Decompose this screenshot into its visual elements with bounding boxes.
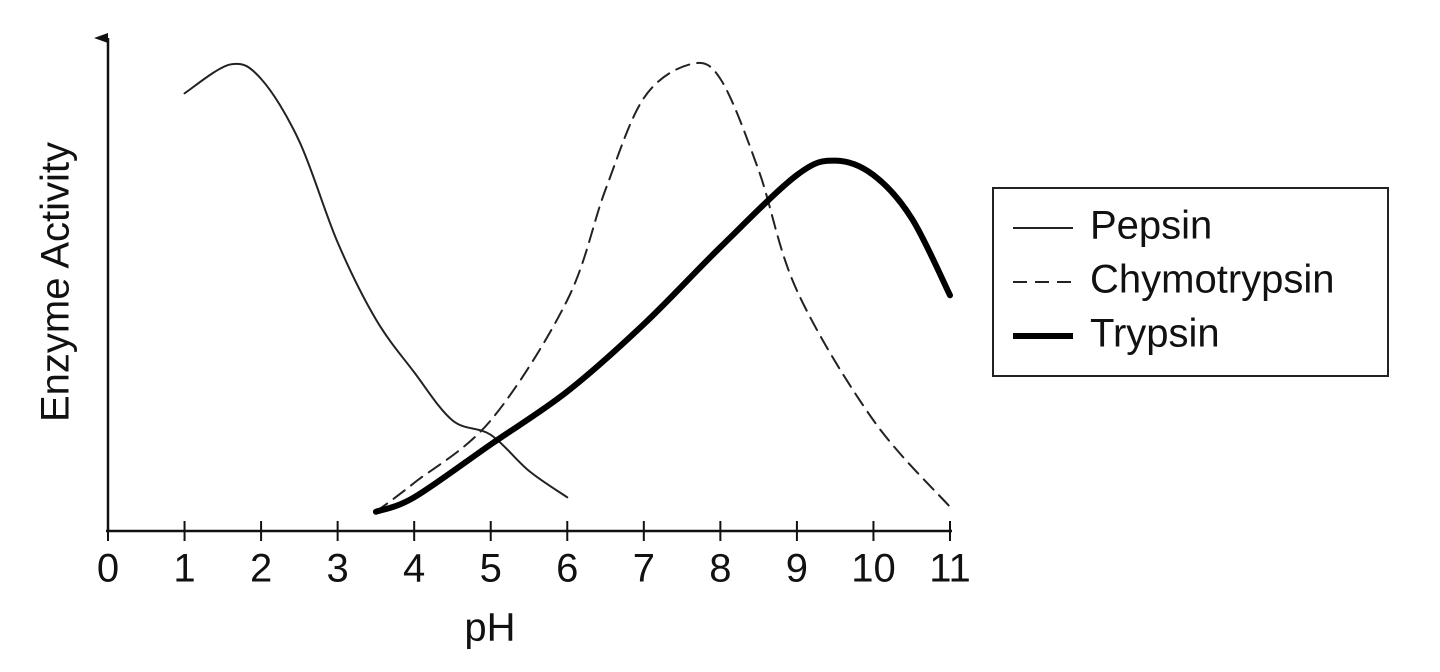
y-axis-label: Enzyme Activity [34, 142, 78, 422]
x-tick-label: 10 [851, 547, 896, 591]
x-tick-label: 6 [556, 547, 578, 591]
x-axis-label: pH [464, 606, 515, 650]
series-line [372, 157, 953, 515]
legend-label: Trypsin [1090, 312, 1220, 356]
x-tick-label: 5 [480, 547, 502, 591]
x-tick-label: 8 [709, 547, 731, 591]
series-line [374, 61, 951, 513]
x-tick-label: 11 [929, 547, 971, 591]
x-tick-label: 4 [403, 547, 425, 591]
x-tick-label: 3 [327, 547, 349, 591]
x-tick-label: 7 [633, 547, 655, 591]
legend-label: Pepsin [1090, 204, 1212, 248]
x-tick-label: 9 [786, 547, 808, 591]
x-tick-label: 0 [97, 547, 119, 591]
x-tick-label: 1 [173, 547, 195, 591]
x-tick-label: 2 [250, 547, 272, 591]
legend-label: Chymotrypsin [1090, 258, 1335, 302]
